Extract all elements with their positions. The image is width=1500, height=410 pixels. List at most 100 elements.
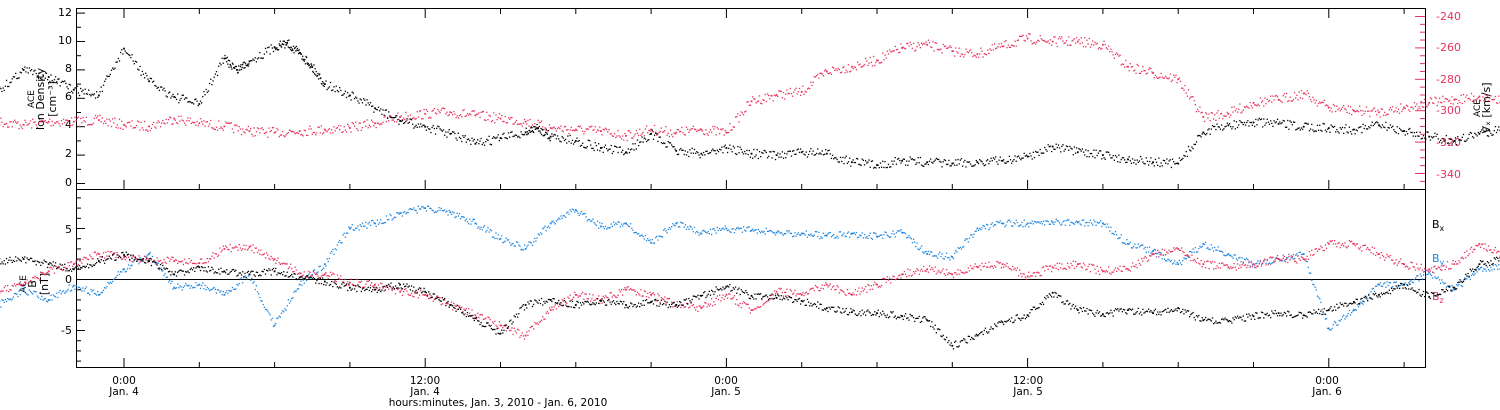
density-point-fill <box>783 152 786 155</box>
vx-point-fill <box>1486 95 1489 97</box>
density-point-fill <box>821 150 823 152</box>
density-point-fill <box>582 142 584 144</box>
density-point-fill <box>940 161 942 163</box>
density-point-fill <box>717 150 720 153</box>
by-point-fill <box>409 208 412 210</box>
density-point-fill <box>1390 126 1393 129</box>
density-point-fill <box>1003 159 1005 161</box>
density-point-fill <box>987 159 989 161</box>
by-point-fill <box>426 205 429 207</box>
density-point-fill <box>1394 130 1396 133</box>
density-point-fill <box>393 117 396 119</box>
vx-point-fill <box>137 120 139 122</box>
density-point-fill <box>229 63 231 66</box>
vx-point-fill <box>563 126 566 128</box>
vx-point <box>675 131 678 134</box>
density-point <box>1252 121 1255 124</box>
density-point-fill <box>1055 143 1057 145</box>
vx-point-fill <box>1335 110 1337 113</box>
vx-point-fill <box>923 42 925 44</box>
vx-point-fill <box>507 117 510 119</box>
vx-point <box>1478 95 1481 98</box>
vx-point-fill <box>1280 100 1282 102</box>
vx-point-fill <box>647 132 649 134</box>
density-point-fill <box>585 147 587 149</box>
vx-point-fill <box>928 41 931 44</box>
density-axis-label-line2: Ion Density <box>34 67 47 130</box>
density-point-fill <box>927 163 930 166</box>
density-point-fill <box>528 129 531 132</box>
vx-point-fill <box>652 131 655 133</box>
density-point-fill <box>423 124 425 126</box>
density-point-fill <box>755 154 757 156</box>
density-point-fill <box>1184 155 1186 157</box>
vx-point-fill <box>665 126 667 128</box>
by-point-fill <box>107 281 109 284</box>
density-point-fill <box>1046 150 1048 152</box>
vx-point-fill <box>1412 108 1414 110</box>
density-point-fill <box>680 147 682 150</box>
vx-point-fill <box>1274 95 1276 97</box>
density-point-fill <box>1134 159 1136 161</box>
density-point-fill <box>97 96 99 98</box>
by-point-fill <box>365 221 367 224</box>
density-point-fill <box>28 67 31 69</box>
by-point-fill <box>33 290 35 292</box>
density-point-fill <box>1004 162 1006 164</box>
density-point-fill <box>404 122 406 124</box>
vx-point-fill <box>640 134 642 136</box>
density-point <box>876 164 878 166</box>
density-point-fill <box>3 89 5 92</box>
vx-point-fill <box>1471 100 1474 103</box>
vx-point-fill <box>676 128 679 131</box>
vx-point-fill <box>1476 98 1478 100</box>
by-point-fill <box>286 305 288 307</box>
vx-point-fill <box>147 130 149 132</box>
density-point-fill <box>586 146 588 148</box>
by-point-fill <box>339 239 341 242</box>
density-point-fill <box>669 142 672 144</box>
density-point-fill <box>291 48 293 50</box>
density-point-fill <box>315 70 317 73</box>
vx-tick-label: -280 <box>1436 73 1461 86</box>
vx-point-fill <box>412 117 414 120</box>
vx-point-fill <box>668 135 671 138</box>
density-point-fill <box>545 128 547 130</box>
vx-point-fill <box>908 45 910 47</box>
density-point-fill <box>1096 154 1098 157</box>
vx-point-fill <box>1150 67 1152 70</box>
by-point-fill <box>96 294 98 296</box>
vx-point-fill <box>115 126 117 129</box>
density-point-fill <box>1392 125 1394 127</box>
by-point-fill <box>29 290 32 293</box>
density-point-fill <box>1030 155 1032 157</box>
density-point-fill <box>981 161 983 163</box>
density-point-fill <box>501 137 503 140</box>
density-point-fill <box>558 138 560 140</box>
vx-point-fill <box>301 133 303 136</box>
vx-point-fill <box>739 114 741 117</box>
density-point-fill <box>1160 162 1162 164</box>
density-point-fill <box>446 136 448 138</box>
vx-point-fill <box>849 71 851 73</box>
vx-point-fill <box>1098 46 1101 49</box>
density-point-fill <box>1285 126 1288 128</box>
vx-point-fill <box>1166 77 1168 79</box>
by-point-fill <box>287 299 289 301</box>
vx-point-fill <box>222 129 224 131</box>
legend-bz-sub: z <box>1440 296 1444 305</box>
vx-point-fill <box>863 64 866 66</box>
vx-point-fill <box>1078 39 1080 41</box>
density-point-fill <box>351 91 353 93</box>
density-point-fill <box>882 160 884 162</box>
vx-point-fill <box>205 121 207 123</box>
density-point-fill <box>222 62 224 64</box>
density-point-fill <box>1108 151 1110 154</box>
density-point-fill <box>284 41 287 44</box>
density-point-fill <box>1155 161 1158 164</box>
vx-point-fill <box>813 76 815 78</box>
density-point-fill <box>617 151 619 154</box>
vx-point-fill <box>4 123 7 125</box>
density-point <box>1428 135 1431 138</box>
vx-point-fill <box>383 116 385 118</box>
